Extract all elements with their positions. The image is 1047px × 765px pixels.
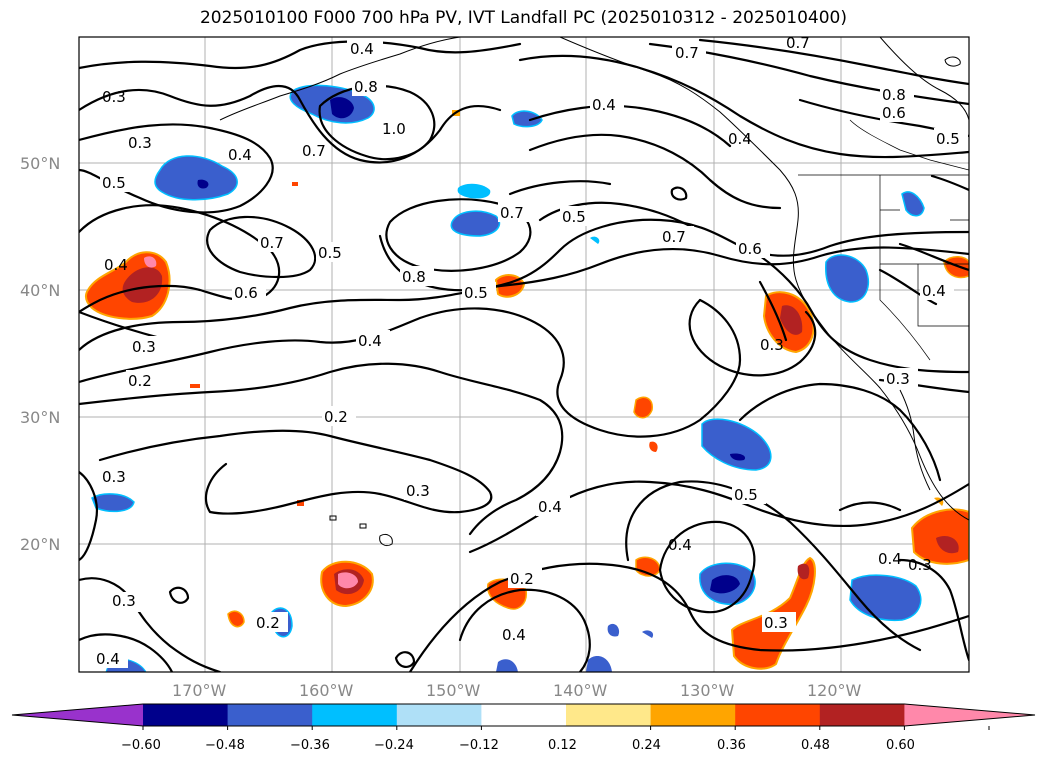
- lon-label: 120°W: [807, 681, 862, 700]
- coastlines: [219, 37, 969, 547]
- contour-label: 0.3: [132, 338, 156, 356]
- colorbar-tick-label: −0.60: [121, 738, 161, 753]
- lon-label: 150°W: [426, 681, 481, 700]
- colorbar-segment: [143, 704, 229, 726]
- colorbar-segment: [650, 704, 736, 726]
- pv-contours: [79, 38, 969, 672]
- contour-label: 0.4: [668, 536, 692, 554]
- contour-label: 0.3: [764, 614, 788, 632]
- contour-label: 0.4: [358, 332, 382, 350]
- contour-label: 0.2: [128, 372, 152, 390]
- lon-label: 170°W: [172, 681, 227, 700]
- contour-label: 0.4: [922, 282, 946, 300]
- positive-anomalies: [84, 110, 969, 670]
- contour-label: 0.5: [936, 130, 960, 148]
- contour-label: 0.2: [324, 408, 348, 426]
- contour-label: 0.4: [592, 96, 616, 114]
- contour-label: 0.7: [500, 204, 524, 222]
- colorbar-segment: [227, 704, 313, 726]
- colorbar-tick-label: 0.12: [548, 738, 577, 753]
- contour-label: 0.3: [406, 482, 430, 500]
- lon-label: 140°W: [553, 681, 608, 700]
- contour-label: 0.7: [675, 44, 699, 62]
- contour-label: 0.3: [908, 556, 932, 574]
- map-frame: [78, 36, 970, 673]
- lon-label: 160°W: [299, 681, 354, 700]
- colorbar-tick-label: 0.60: [886, 738, 915, 753]
- colorbar-segment: [566, 704, 652, 726]
- contour-label: 0.8: [402, 268, 426, 286]
- colorbar-segment: [481, 704, 567, 726]
- contour-label: 0.4: [228, 146, 252, 164]
- contour-label: 0.4: [502, 626, 526, 644]
- lat-label: 20°N: [20, 535, 60, 554]
- contour-label: 0.6: [738, 240, 762, 258]
- colorbar-segment: [312, 704, 398, 726]
- contour-label: 0.7: [662, 228, 686, 246]
- contour-label: 0.3: [760, 336, 784, 354]
- colorbar-extend-max: [904, 704, 1035, 726]
- latitude-labels: 50°N 40°N 30°N 20°N: [20, 154, 60, 554]
- contour-label: 0.4: [538, 498, 562, 516]
- contour-label: 0.5: [464, 284, 488, 302]
- contour-label: 0.4: [878, 550, 902, 568]
- colorbar-ticks: −0.60 −0.48 −0.36 −0.24 −0.12 0.12 0.24 …: [121, 738, 915, 753]
- lon-label: 130°W: [680, 681, 735, 700]
- colorbar-tick-label: 0.36: [717, 738, 746, 753]
- contour-label: 0.4: [96, 650, 120, 668]
- longitude-labels: 170°W 160°W 150°W 140°W 130°W 120°W: [172, 681, 862, 700]
- map-area: 0.4 0.7 0.7 0.3 0.8 0.4 0.8 0.6 0.5 0.3 …: [79, 34, 969, 672]
- colorbar-segment: [735, 704, 821, 726]
- colorbar-segment: [396, 704, 482, 726]
- contour-label: 0.6: [882, 104, 906, 122]
- colorbar-tick-label: 0.24: [632, 738, 661, 753]
- contour-label: 0.5: [318, 244, 342, 262]
- contour-label: 0.2: [256, 614, 280, 632]
- colorbar-segment: [819, 704, 905, 726]
- colorbar: [11, 703, 1036, 730]
- colorbar-tick-label: −0.48: [205, 738, 245, 753]
- lat-label: 40°N: [20, 281, 60, 300]
- lat-label: 50°N: [20, 154, 60, 173]
- contour-label: 0.5: [102, 174, 126, 192]
- lat-label: 30°N: [20, 408, 60, 427]
- colorbar-tick-label: 0.48: [801, 738, 830, 753]
- contour-label: 0.3: [128, 134, 152, 152]
- contour-label: 0.4: [728, 130, 752, 148]
- contour-label: 0.3: [102, 468, 126, 486]
- colorbar-tick-label: −0.12: [459, 738, 499, 753]
- contour-label: 0.7: [786, 34, 810, 52]
- contour-label: 0.2: [510, 570, 534, 588]
- contour-label: 0.8: [354, 78, 378, 96]
- contour-label: 1.0: [382, 120, 406, 138]
- colorbar-tick-label: −0.36: [290, 738, 330, 753]
- colorbar-tick-label: −0.24: [374, 738, 414, 753]
- contour-label: 0.7: [260, 234, 284, 252]
- contour-label: 0.8: [882, 86, 906, 104]
- contour-label: 0.4: [104, 256, 128, 274]
- contour-labels: 0.4 0.7 0.7 0.3 0.8 0.4 0.8 0.6 0.5 0.3 …: [94, 34, 968, 668]
- contour-label: 0.3: [112, 592, 136, 610]
- contour-label: 0.7: [302, 142, 326, 160]
- map-title: 2025010100 F000 700 hPa PV, IVT Landfall…: [199, 8, 847, 28]
- contour-label: 0.5: [734, 486, 758, 504]
- political-borders: [798, 119, 969, 361]
- colorbar-extend-min: [12, 704, 143, 726]
- contour-label: 0.3: [886, 370, 910, 388]
- contour-label: 0.6: [234, 284, 258, 302]
- contour-label: 0.4: [350, 40, 374, 58]
- contour-label: 0.3: [102, 88, 126, 106]
- contour-label: 0.5: [562, 208, 586, 226]
